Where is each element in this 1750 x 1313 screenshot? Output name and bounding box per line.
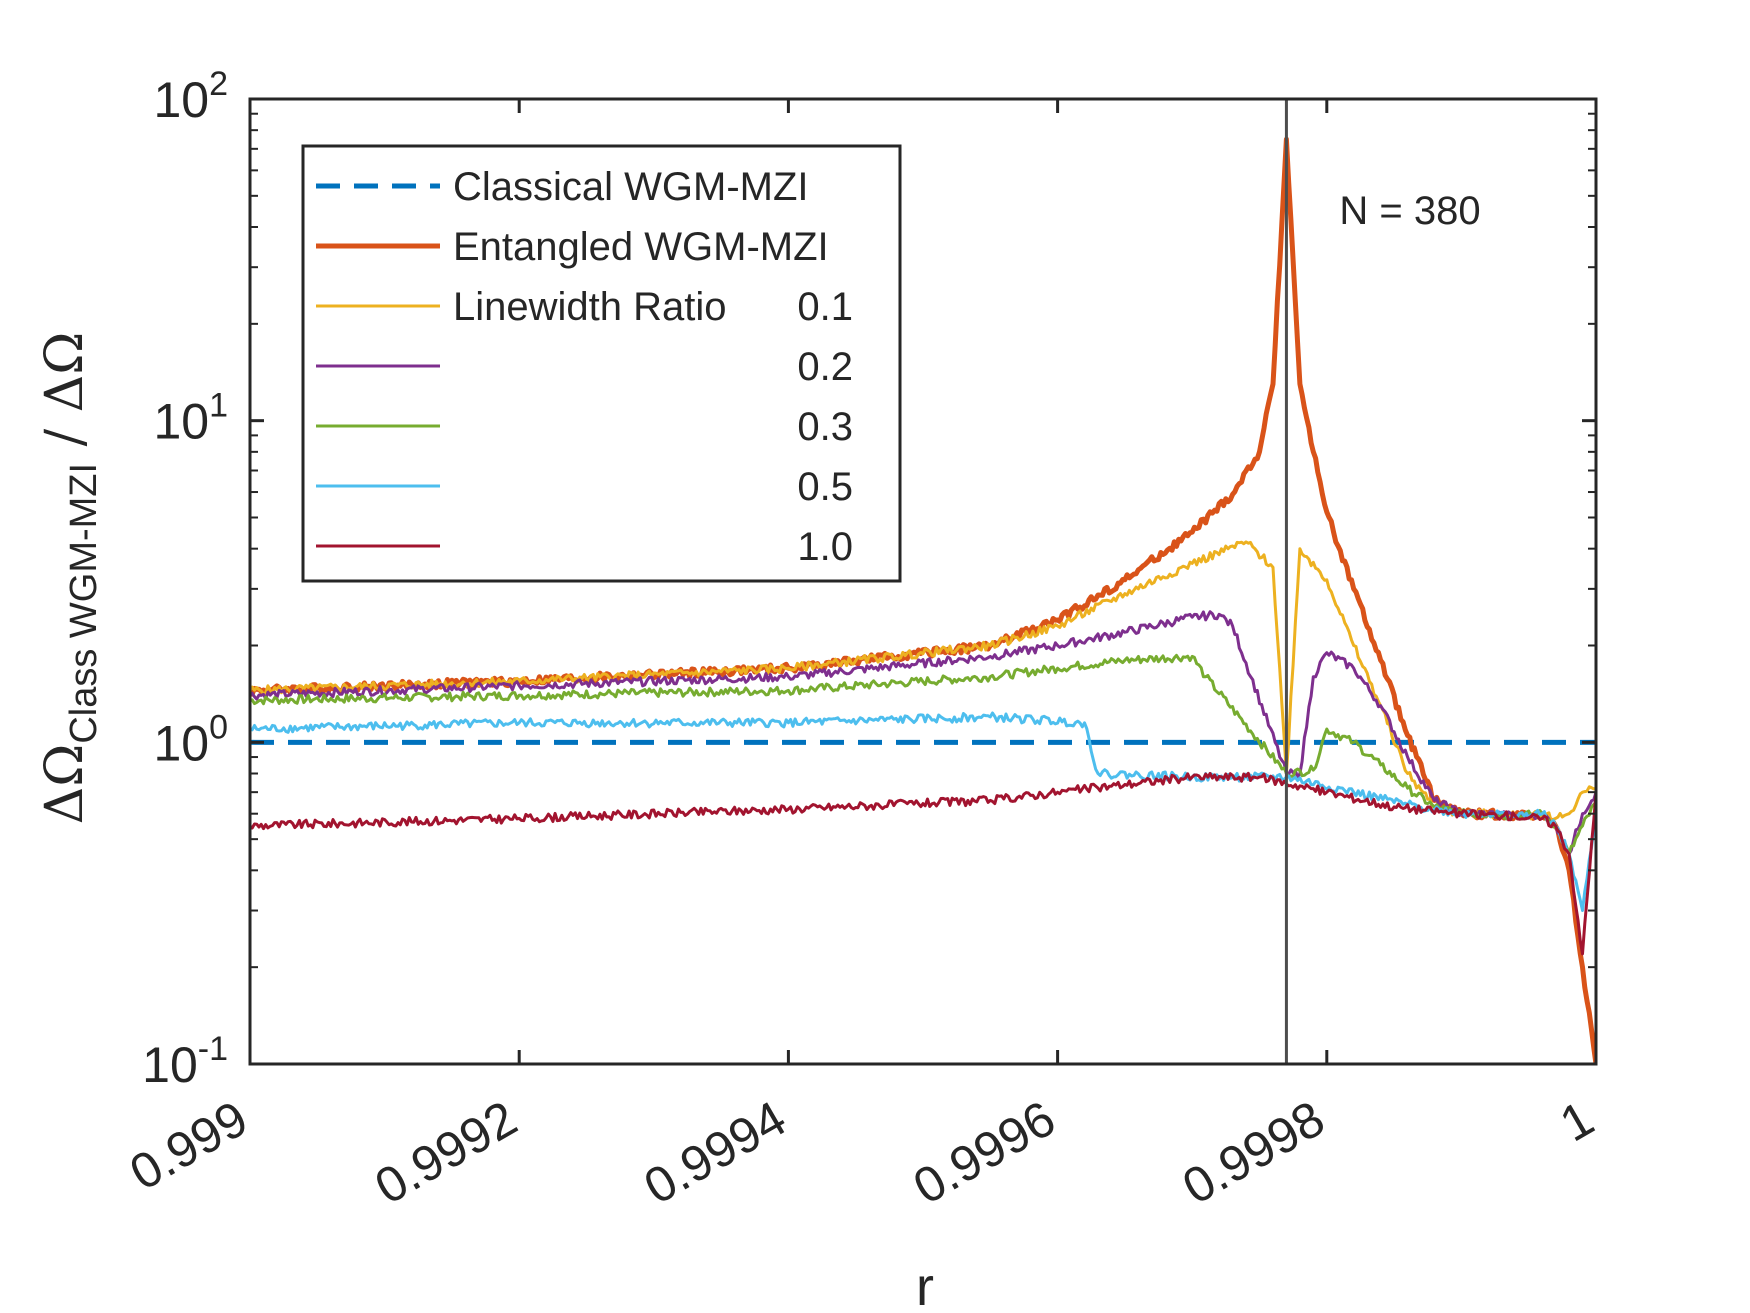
y-axis-label-tail: / ΔΩ [35, 332, 95, 463]
legend-value: 0.3 [797, 405, 853, 449]
legend-label: Entangled WGM-MZI [453, 225, 829, 269]
y-tick-label: 10-1 [142, 1030, 228, 1093]
series-layer [250, 136, 1596, 1064]
annotation-n: N = 380 [1339, 189, 1480, 233]
series-line-3 [250, 610, 1596, 856]
y-axis-label-sub: Class WGM-MZI [63, 463, 105, 744]
series-line-2 [250, 540, 1596, 823]
legend-value: 1.0 [797, 525, 853, 569]
series-line-6 [250, 771, 1596, 956]
legend: Classical WGM-MZI Entangled WGM-MZI Linewi… [301, 144, 902, 583]
legend-label: Linewidth Ratio [453, 285, 727, 329]
legend-value: 0.2 [797, 345, 853, 389]
y-tick-label: 102 [153, 65, 228, 128]
legend-value: 0.1 [797, 285, 853, 329]
series-line-5 [250, 711, 1596, 912]
y-axis-label: ΔΩClass WGM-MZI / ΔΩ [35, 332, 105, 825]
x-axis-label: r [916, 1257, 934, 1313]
legend-value: 0.5 [797, 465, 853, 509]
series-line-4 [250, 653, 1596, 856]
legend-label: Classical WGM-MZI [453, 165, 809, 209]
y-tick-label: 101 [153, 387, 228, 450]
y-axis-label-main: ΔΩ [35, 744, 95, 825]
legend-box [301, 144, 902, 583]
plot-frame [248, 97, 1598, 1066]
y-tick-label: 100 [153, 708, 228, 771]
